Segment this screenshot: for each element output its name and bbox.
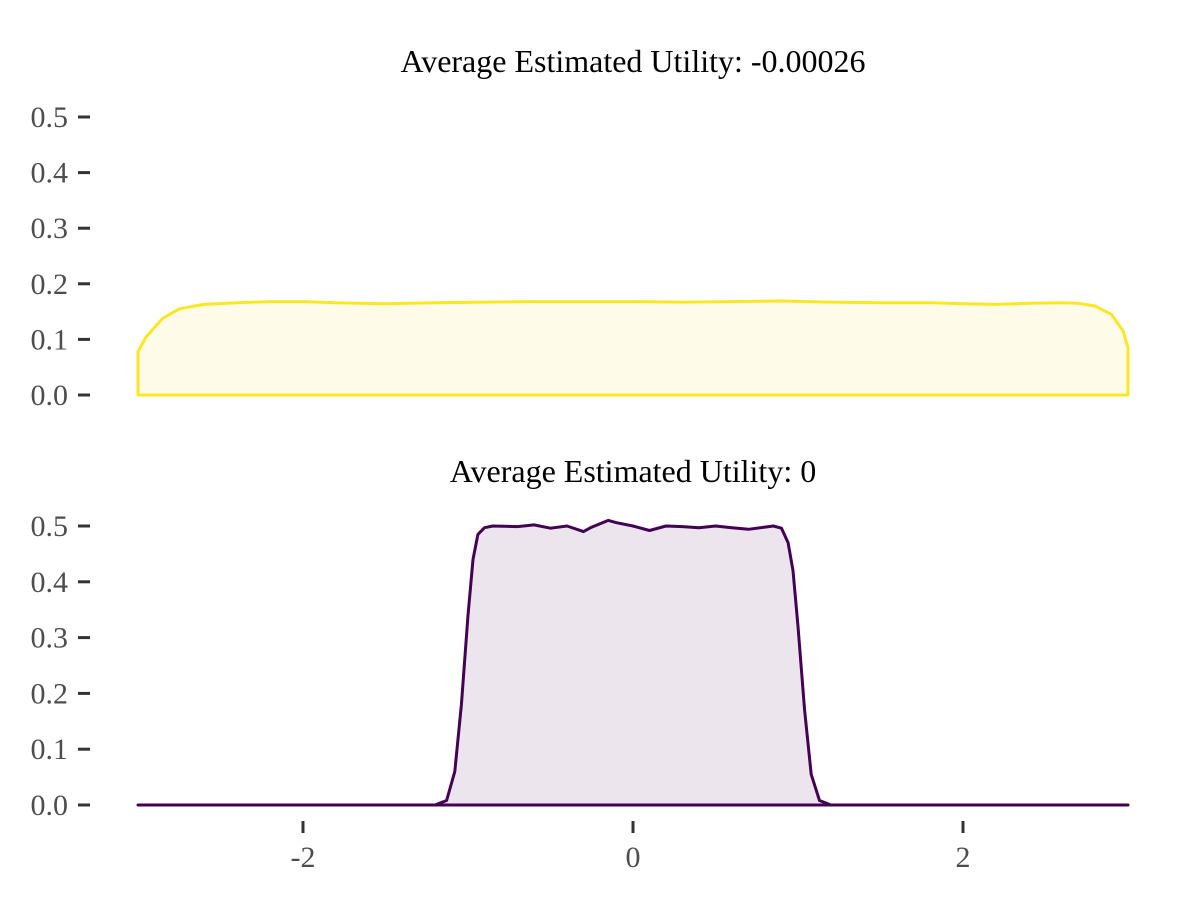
x-tick-label: -2 (291, 841, 316, 874)
bottom-panel-title: Average Estimated Utility: 0 (450, 453, 816, 489)
y-tick-label: 0.2 (31, 677, 69, 710)
y-tick-label: 0.2 (31, 268, 69, 301)
top-density-line (136, 299, 1130, 397)
y-tick-label: 0.0 (31, 379, 69, 412)
top-density-area (138, 301, 1128, 395)
x-tick-label: 2 (956, 841, 971, 874)
top-density-panel: Average Estimated Utility: -0.00026 0.00… (31, 43, 1130, 412)
y-tick-label: 0.0 (31, 789, 69, 822)
y-tick-label: 0.4 (31, 566, 69, 599)
top-panel-title: Average Estimated Utility: -0.00026 (400, 43, 865, 79)
bottom-x-axis: -2 0 2 (291, 821, 971, 874)
y-tick-label: 0.1 (31, 323, 69, 356)
bottom-density-area (138, 520, 1128, 805)
x-tick-label: 0 (626, 841, 641, 874)
bottom-y-axis: 0.0 0.1 0.2 0.3 0.4 0.5 (31, 510, 90, 822)
y-tick-label: 0.5 (31, 510, 69, 543)
y-tick-label: 0.1 (31, 733, 69, 766)
y-tick-label: 0.4 (31, 157, 69, 190)
top-y-axis: 0.0 0.1 0.2 0.3 0.4 0.5 (31, 101, 90, 412)
bottom-density-line (136, 518, 1130, 807)
y-tick-label: 0.3 (31, 622, 69, 655)
y-tick-label: 0.3 (31, 212, 69, 245)
y-tick-label: 0.5 (31, 101, 69, 134)
bottom-density-panel: Average Estimated Utility: 0 0.00.10.20.… (31, 453, 1130, 874)
